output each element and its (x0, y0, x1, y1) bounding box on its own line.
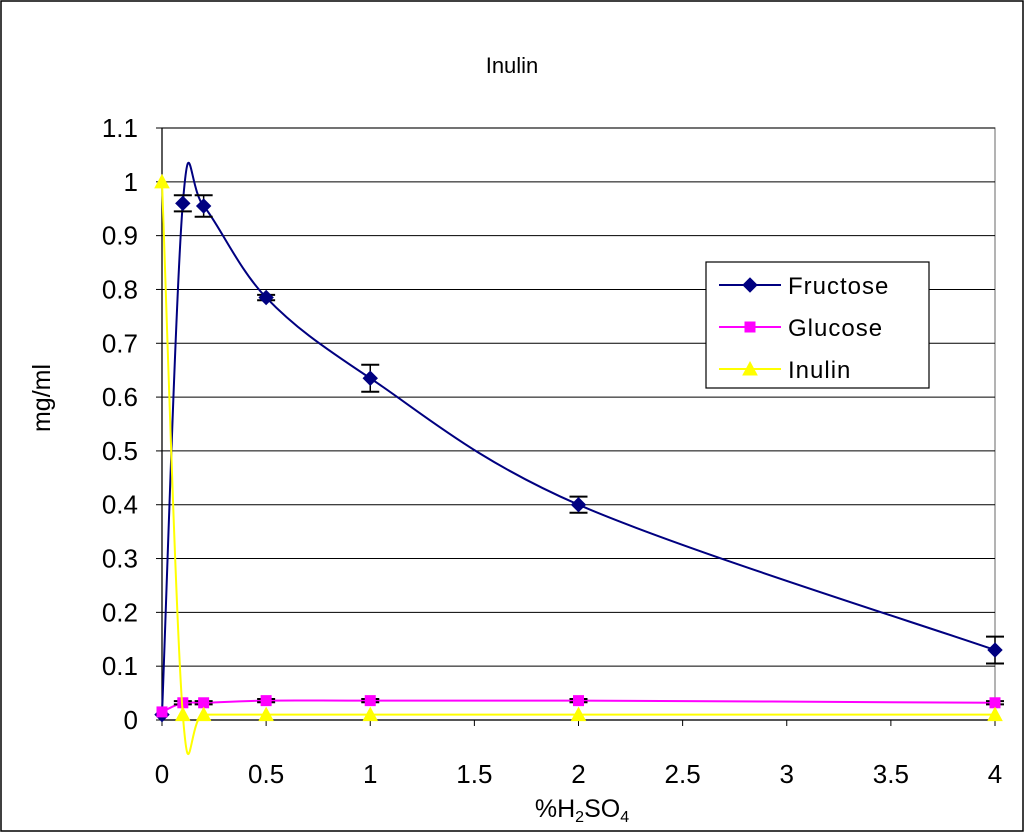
fructose-data-point (258, 289, 274, 306)
x-axis-title-subscript-2: 2 (575, 809, 584, 826)
glucose-data-point (156, 706, 168, 718)
x-tick-label: 2 (571, 759, 585, 789)
x-axis-title-prefix: %H (535, 795, 575, 823)
x-tick-label: 4 (988, 759, 1002, 789)
y-axis-title: mg/ml (28, 364, 56, 432)
y-tick-label: 1.1 (102, 113, 138, 143)
x-tick-label: 3 (780, 759, 794, 789)
x-tick-label: 0 (155, 759, 169, 789)
glucose-data-point (364, 695, 376, 707)
x-tick-label: 1 (363, 759, 377, 789)
inulin-data-point (258, 706, 274, 722)
glucose-data-point (573, 695, 584, 707)
y-tick-label: 0.5 (102, 436, 138, 466)
legend-inulin-label: Inulin (788, 357, 851, 384)
inulin-data-point (174, 706, 191, 722)
glucose-data-point (198, 697, 210, 709)
plot-background (161, 127, 996, 721)
chart-title: Inulin (486, 53, 539, 78)
y-tick-label: 0.2 (102, 597, 138, 627)
legend-glucose-label: Glucose (788, 315, 883, 342)
glucose-data-point (989, 697, 1001, 709)
x-tick-label: 1.5 (456, 759, 492, 789)
inulin-data-point (570, 706, 587, 722)
inulin-data-point (362, 706, 379, 722)
legend-inulin-marker (742, 360, 758, 376)
x-tick-label: 0.5 (248, 759, 284, 789)
y-tick-label: 0.1 (102, 651, 138, 681)
inulin-data-point (195, 706, 212, 722)
x-axis-title-subscript-4: 4 (620, 809, 629, 826)
glucose-data-point (260, 695, 272, 707)
x-tick-label: 3.5 (873, 759, 909, 789)
glucose-series-line (161, 699, 996, 713)
y-tick-label: 0.4 (102, 490, 138, 520)
legend-fructose-label: Fructose (788, 273, 889, 300)
fructose-data-point (175, 195, 191, 212)
plot-area: 0 0.1 0.2 0.3 0.4 0.5 0.6 0.7 0.8 0.9 1 1.1 0 0.5 1 1.5… (102, 113, 1004, 789)
y-tick-label: 0 (124, 705, 138, 735)
y-tick-label: 0.8 (102, 274, 138, 304)
fructose-data-point (195, 198, 212, 214)
inulin-data-point (154, 173, 170, 189)
y-tick-label: 0.7 (102, 328, 138, 358)
legend: Fructose Glucose Inulin (705, 261, 930, 389)
y-tick-label: 0.9 (102, 221, 138, 251)
x-tick-label: 2.5 (665, 759, 701, 789)
x-axis-title-mid: SO (584, 795, 620, 823)
fructose-data-point (987, 642, 1003, 658)
y-tick-label: 0.3 (102, 544, 138, 574)
fructose-data-point (570, 497, 587, 513)
x-axis-title: %H2SO4 (535, 795, 629, 826)
legend-glucose-marker (744, 321, 756, 333)
y-tick-label: 0.6 (102, 382, 138, 412)
inulin-data-point (987, 706, 1003, 722)
legend-box (705, 261, 930, 389)
fructose-data-point (362, 370, 378, 386)
y-tick-label: 1 (124, 167, 138, 197)
legend-fructose-marker (742, 277, 758, 293)
